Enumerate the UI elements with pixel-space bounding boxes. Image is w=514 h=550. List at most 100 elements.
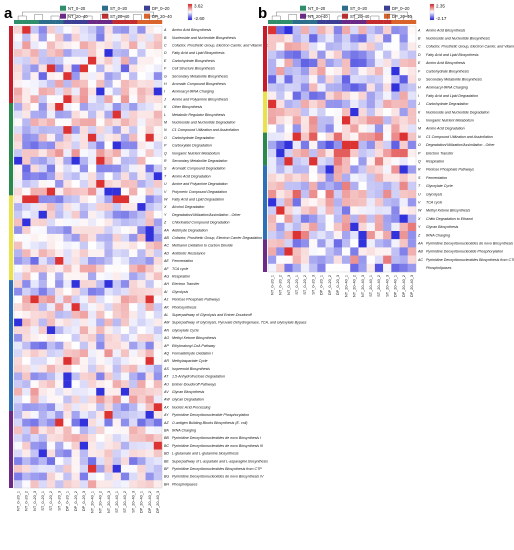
heatmap-cell <box>374 190 384 199</box>
row-label: Nucleic Acid Processing <box>172 405 210 409</box>
row-code: BF <box>164 467 169 471</box>
heatmap-cell <box>88 241 97 250</box>
legend-swatch <box>342 5 348 11</box>
heatmap-cell <box>300 157 310 166</box>
row-label: Secondary Metabolite Biosynthesis <box>426 78 482 82</box>
heatmap-cell <box>63 272 72 281</box>
heatmap-cell <box>268 190 277 199</box>
heatmap-cell <box>137 110 146 119</box>
row-label: Pyrimidine Deoxyribonucleotides de novo … <box>426 242 514 246</box>
heatmap-cell <box>46 334 56 342</box>
heatmap-cell <box>96 349 105 358</box>
heatmap-cell <box>88 203 97 211</box>
heatmap-cell <box>14 195 23 204</box>
row-code: AQ <box>163 351 169 355</box>
heatmap-cell <box>112 172 122 181</box>
heatmap-cell <box>46 180 56 188</box>
heatmap-cell <box>137 295 146 304</box>
heatmap-cell <box>104 364 113 373</box>
heatmap-cell <box>276 149 285 158</box>
heatmap-cell <box>309 58 318 68</box>
heatmap-cell <box>276 231 285 240</box>
row-code: BG <box>164 475 169 479</box>
heatmap-cell <box>88 441 97 450</box>
heatmap-cell <box>104 233 113 242</box>
heatmap-cell <box>137 33 146 42</box>
heatmap-cell <box>137 210 146 219</box>
heatmap-cell <box>55 133 64 142</box>
heatmap-cell <box>350 247 359 256</box>
heatmap-cell <box>79 441 89 450</box>
heatmap-cell <box>366 116 376 125</box>
heatmap-cell <box>153 110 163 119</box>
heatmap-cell <box>342 181 351 191</box>
heatmap-cell <box>137 180 146 188</box>
heatmap-cell <box>309 206 318 215</box>
heatmap-cell <box>325 214 334 223</box>
heatmap-cell <box>366 132 376 141</box>
heatmap-cell <box>268 231 277 240</box>
row-label: Pyrimidine Deoxyribonucleotides de novo … <box>172 475 264 479</box>
heatmap-cell <box>22 41 31 50</box>
heatmap-cell <box>284 222 293 232</box>
heatmap-cell <box>284 157 293 166</box>
heatmap-cell <box>88 403 97 412</box>
row-code: S <box>164 167 167 171</box>
heatmap-cell <box>30 149 39 158</box>
heatmap-cell <box>399 239 408 248</box>
legend-swatch <box>144 5 150 11</box>
heatmap-cell <box>292 263 302 273</box>
heatmap-cell <box>22 241 31 250</box>
heatmap-cell <box>145 295 154 304</box>
heatmap-cell <box>30 418 39 427</box>
heatmap-cell <box>104 103 113 111</box>
heatmap-cell <box>145 387 154 396</box>
heatmap-cell <box>333 231 343 240</box>
heatmap-cell <box>350 67 359 76</box>
heatmap-cell <box>120 426 130 435</box>
heatmap-cell <box>96 380 105 389</box>
heatmap-cell <box>46 272 56 281</box>
heatmap-cell <box>38 457 48 466</box>
heatmap-cell <box>79 464 89 473</box>
heatmap-cell <box>96 164 105 173</box>
heatmap-cell <box>120 472 130 481</box>
heatmap-cell <box>30 426 39 435</box>
heatmap-cell <box>30 357 39 365</box>
heatmap-cell <box>333 214 343 223</box>
heatmap-cell <box>153 272 163 281</box>
heatmap-cell <box>112 426 122 435</box>
heatmap-cell <box>46 156 56 165</box>
heatmap-cell <box>276 173 285 182</box>
heatmap-cell <box>88 426 97 435</box>
heatmap-cell <box>104 449 113 458</box>
heatmap-cell <box>145 141 154 150</box>
row-code: Z <box>163 221 167 225</box>
heatmap-cell <box>268 173 277 182</box>
heatmap-cell <box>79 156 89 165</box>
heatmap-cell <box>120 380 130 389</box>
heatmap-cell <box>383 124 392 133</box>
heatmap-cell <box>153 49 163 57</box>
heatmap-cell <box>153 480 163 489</box>
heatmap-cell <box>112 372 122 381</box>
heatmap-cell <box>63 103 72 111</box>
heatmap-cell <box>22 418 31 427</box>
heatmap-cell <box>268 75 277 84</box>
heatmap-cell <box>112 218 122 227</box>
heatmap-cell <box>88 118 97 127</box>
heatmap-cell <box>350 26 359 35</box>
heatmap-cell <box>22 364 31 373</box>
heatmap-cell <box>120 172 130 181</box>
heatmap-cell <box>309 140 318 150</box>
row-code: K <box>418 110 421 114</box>
heatmap-cell <box>79 56 89 65</box>
heatmap-cell <box>30 334 39 342</box>
heatmap-cell <box>96 110 105 119</box>
heatmap-cell <box>284 263 293 273</box>
column-label: ST_20–40_1 <box>369 275 373 297</box>
heatmap-cell <box>145 280 154 288</box>
heatmap-cell <box>268 239 277 248</box>
row-code: B <box>418 37 421 41</box>
